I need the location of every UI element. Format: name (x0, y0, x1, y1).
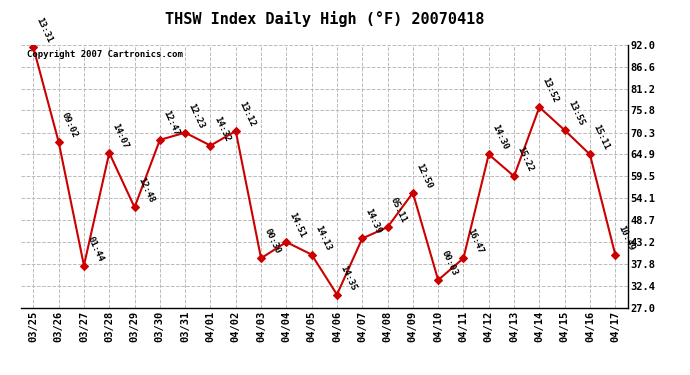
Point (433, 277, 444, 283)
Text: 15:22: 15:22 (515, 145, 535, 174)
Text: 05:11: 05:11 (389, 196, 408, 224)
Point (584, 152, 595, 157)
Point (331, 292, 342, 298)
Point (559, 127, 570, 133)
Text: 10:49: 10:49 (617, 224, 636, 252)
Point (129, 204, 140, 210)
Text: 12:47: 12:47 (161, 109, 181, 137)
Text: Copyright 2007 Cartronics.com: Copyright 2007 Cartronics.com (27, 50, 183, 59)
Text: 13:52: 13:52 (541, 76, 560, 104)
Point (79, 262, 90, 268)
Point (53, 139, 64, 145)
Text: 12:23: 12:23 (186, 102, 206, 130)
Point (382, 224, 393, 230)
Text: 14:13: 14:13 (313, 224, 333, 252)
Point (104, 150, 115, 156)
Text: 13:12: 13:12 (237, 100, 257, 128)
Point (155, 137, 166, 143)
Text: 13:31: 13:31 (34, 16, 55, 45)
Point (205, 142, 216, 148)
Text: 00:30: 00:30 (262, 227, 282, 255)
Point (458, 255, 469, 261)
Point (281, 239, 292, 245)
Point (28, 44, 39, 50)
Text: 01:44: 01:44 (86, 234, 105, 263)
Text: 09:02: 09:02 (60, 111, 79, 139)
Point (230, 128, 241, 134)
Text: 13:55: 13:55 (566, 99, 586, 128)
Point (610, 252, 621, 258)
Point (483, 152, 494, 157)
Text: 12:50: 12:50 (414, 162, 434, 190)
Text: 14:07: 14:07 (110, 122, 130, 150)
Point (407, 190, 418, 196)
Point (179, 130, 190, 136)
Text: 00:03: 00:03 (440, 249, 459, 277)
Text: 12:48: 12:48 (136, 176, 155, 205)
Point (255, 255, 266, 261)
Text: 14:32: 14:32 (212, 115, 231, 143)
Text: 14:51: 14:51 (288, 211, 307, 239)
Text: 16:47: 16:47 (465, 227, 484, 255)
Text: 15:11: 15:11 (591, 123, 611, 152)
Point (509, 173, 520, 179)
Text: 14:30: 14:30 (490, 123, 510, 152)
Point (357, 236, 368, 242)
Point (306, 252, 317, 258)
Text: 14:35: 14:35 (338, 264, 358, 292)
Text: THSW Index Daily High (°F) 20070418: THSW Index Daily High (°F) 20070418 (165, 11, 484, 27)
Text: 14:39: 14:39 (364, 207, 383, 236)
Point (534, 104, 545, 110)
